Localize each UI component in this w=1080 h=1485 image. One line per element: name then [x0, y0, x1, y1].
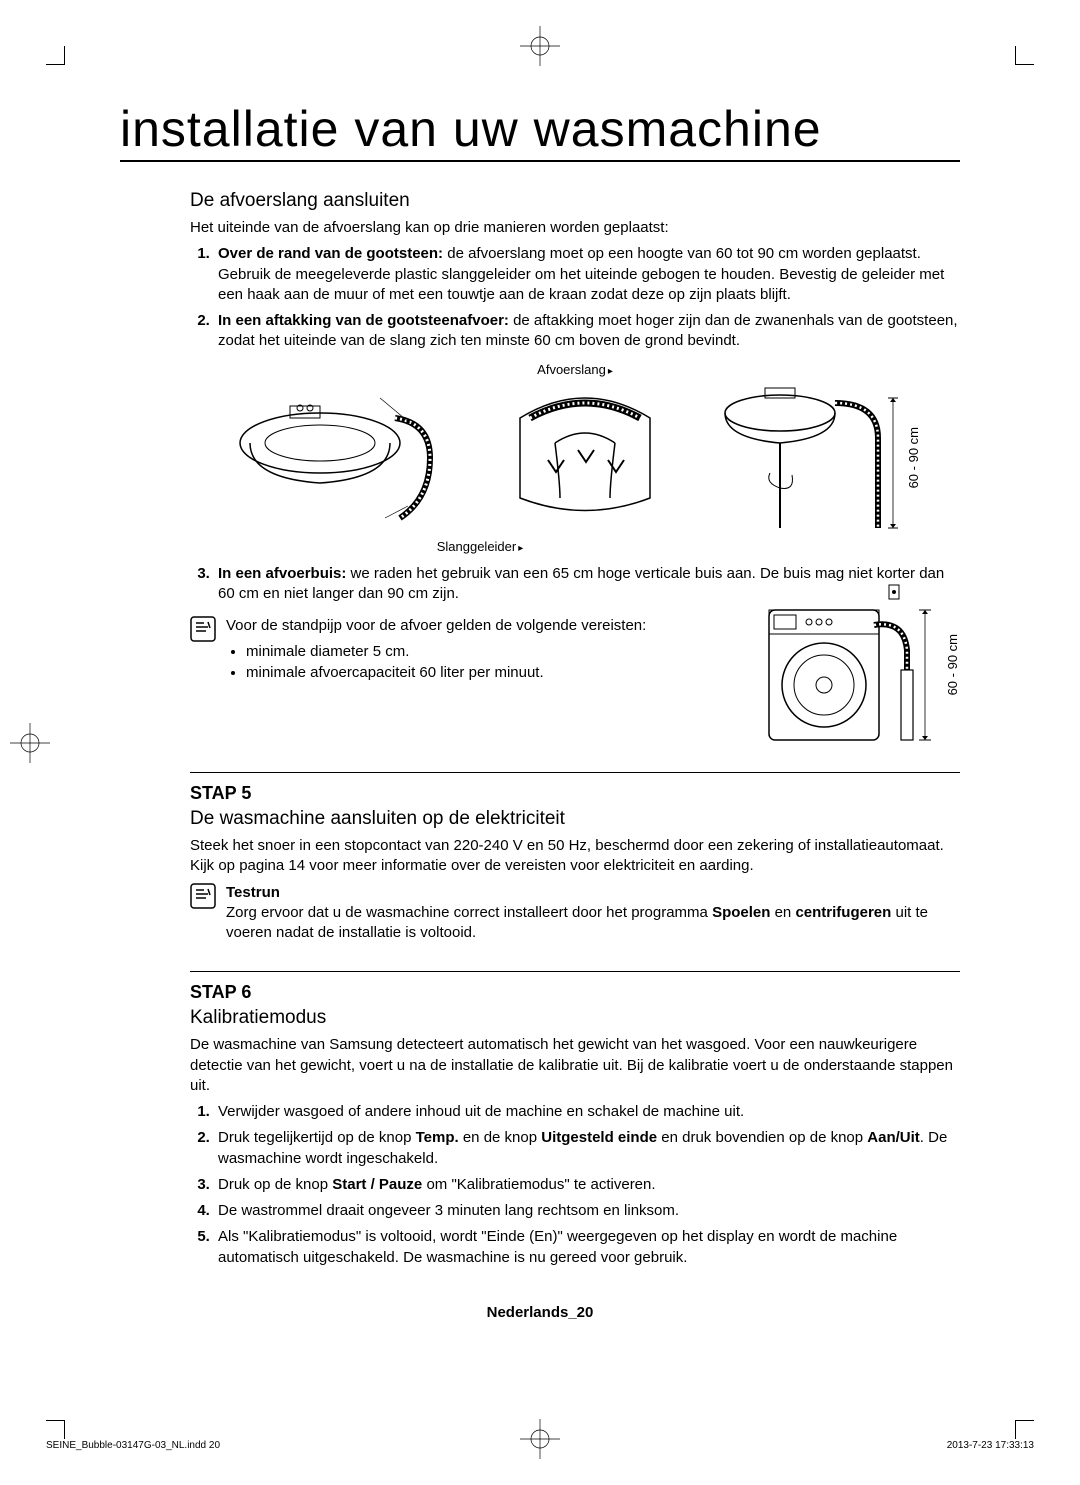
list-item: De wastrommel draait ongeveer 3 minuten …: [214, 1201, 960, 1221]
note-icon: [190, 883, 216, 909]
diagram-sink-height: [710, 383, 900, 533]
list-item: Over de rand van de gootsteen: de afvoer…: [214, 244, 960, 305]
fig-label-afvoerslang: Afvoerslang: [190, 362, 960, 377]
list-lead: In een aftakking van de gootsteenafvoer:: [218, 312, 509, 329]
page-content: installatie van uw wasmachine De afvoers…: [0, 0, 1080, 1381]
diagram-sink-guide: [230, 388, 460, 528]
text-span: Zorg ervoor dat u de wasmachine correct …: [226, 904, 712, 921]
list-item: Druk op de knop Start / Pauze om "Kalibr…: [214, 1175, 960, 1195]
page-title: installatie van uw wasmachine: [120, 100, 960, 162]
section-drain-hose: De afvoerslang aansluiten Het uiteinde v…: [190, 190, 960, 750]
section1-title: De afvoerslang aansluiten: [190, 190, 960, 212]
text-span: en: [770, 904, 795, 921]
registration-mark-left: [10, 723, 50, 763]
figure-1: Afvoerslang: [190, 362, 960, 554]
registration-mark-bottom: [520, 1419, 560, 1459]
list-lead: In een afvoerbuis:: [218, 565, 346, 582]
note-standpipe: Voor de standpijp voor de afvoer gelden …: [190, 616, 739, 683]
step6-title: Kalibratiemodus: [190, 1007, 960, 1029]
step6-label: STAP 6: [190, 982, 960, 1003]
text-bold: Spoelen: [712, 904, 770, 921]
step6-intro: De wasmachine van Samsung detecteert aut…: [190, 1035, 960, 1096]
testrun-title: Testrun: [226, 884, 280, 901]
section1-list: Over de rand van de gootsteen: de afvoer…: [190, 244, 960, 351]
list-item: In een aftakking van de gootsteenafvoer:…: [214, 311, 960, 352]
fig-height-label-1: 60 - 90 cm: [906, 427, 921, 488]
note-intro: Voor de standpijp voor de afvoer gelden …: [226, 616, 739, 636]
step-5: STAP 5 De wasmachine aansluiten op de el…: [190, 783, 960, 949]
print-file: SEINE_Bubble-03147G-03_NL.indd 20: [46, 1440, 220, 1451]
diagram-guide-detail: [500, 388, 670, 528]
page-footer: Nederlands_20: [120, 1304, 960, 1321]
bullet-item: minimale diameter 5 cm.: [246, 642, 739, 662]
text-bold: centrifugeren: [795, 904, 891, 921]
step-6: STAP 6 Kalibratiemodus De wasmachine van…: [190, 982, 960, 1268]
diagram-washer-standpipe: [759, 580, 939, 750]
fig-height-label-2: 60 - 90 cm: [945, 634, 960, 695]
step5-label: STAP 5: [190, 783, 960, 804]
note-testrun: Testrun Zorg ervoor dat u de wasmachine …: [190, 883, 960, 950]
crop-mark-bl: [46, 1420, 65, 1439]
crop-mark-tl: [46, 46, 65, 65]
testrun-text: Zorg ervoor dat u de wasmachine correct …: [226, 903, 960, 944]
fig-label-slanggeleider: Slanggeleider: [0, 539, 960, 554]
list-lead: Over de rand van de gootsteen:: [218, 245, 443, 262]
list-item: Als "Kalibratiemodus" is voltooid, wordt…: [214, 1227, 960, 1268]
list-item: Verwijder wasgoed of andere inhoud uit d…: [214, 1102, 960, 1122]
registration-mark-top: [520, 26, 560, 66]
divider-2: [190, 971, 960, 972]
divider-1: [190, 772, 960, 773]
note-bullets: minimale diameter 5 cm. minimale afvoerc…: [226, 642, 739, 683]
crop-mark-br: [1015, 1420, 1034, 1439]
step5-title: De wasmachine aansluiten op de elektrici…: [190, 808, 960, 830]
crop-mark-tr: [1015, 46, 1034, 65]
step6-list: Verwijder wasgoed of andere inhoud uit d…: [190, 1102, 960, 1268]
print-timestamp: 2013-7-23 17:33:13: [947, 1440, 1034, 1451]
step5-text: Steek het snoer in een stopcontact van 2…: [190, 836, 960, 877]
list-item: Druk tegelijkertijd op de knop Temp. en …: [214, 1128, 960, 1169]
bullet-item: minimale afvoercapaciteit 60 liter per m…: [246, 663, 739, 683]
section1-intro: Het uiteinde van de afvoerslang kan op d…: [190, 218, 960, 238]
note-icon: [190, 616, 216, 642]
